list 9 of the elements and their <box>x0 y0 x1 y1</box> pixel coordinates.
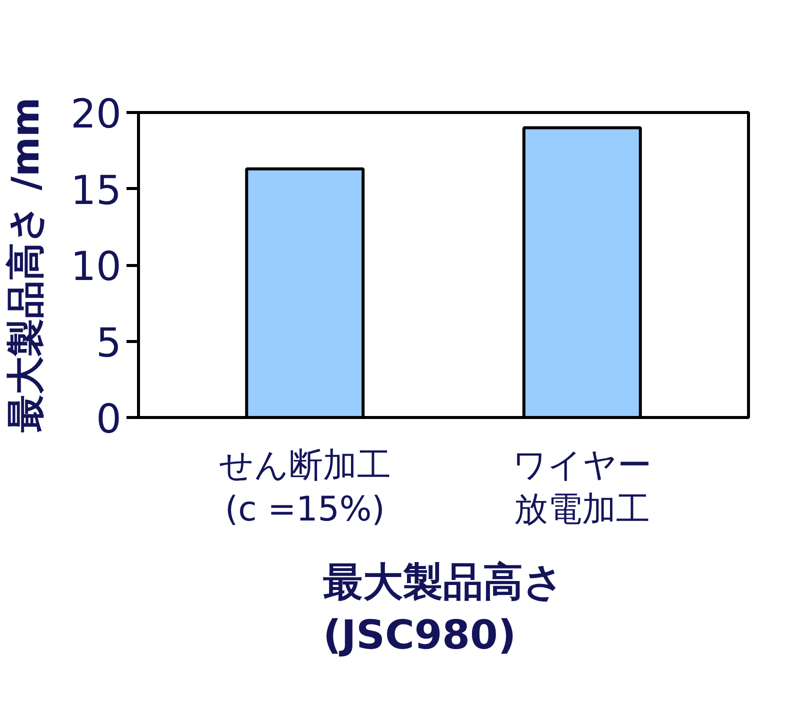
x-tick-label: ワイヤー放電加工 <box>512 446 652 530</box>
y-tick-label: 10 <box>70 244 122 290</box>
y-tick-label: 15 <box>70 168 122 214</box>
y-tick-label: 0 <box>96 396 122 442</box>
y-tick-label: 5 <box>96 320 122 366</box>
y-axis-title: 最大製品高さ /mm <box>4 97 48 433</box>
y-tick-label: 20 <box>70 92 122 138</box>
x-tick-label: せん断加工 (c =15%) <box>218 446 391 530</box>
text: 最大製品高さ (JSC980) <box>323 560 564 658</box>
